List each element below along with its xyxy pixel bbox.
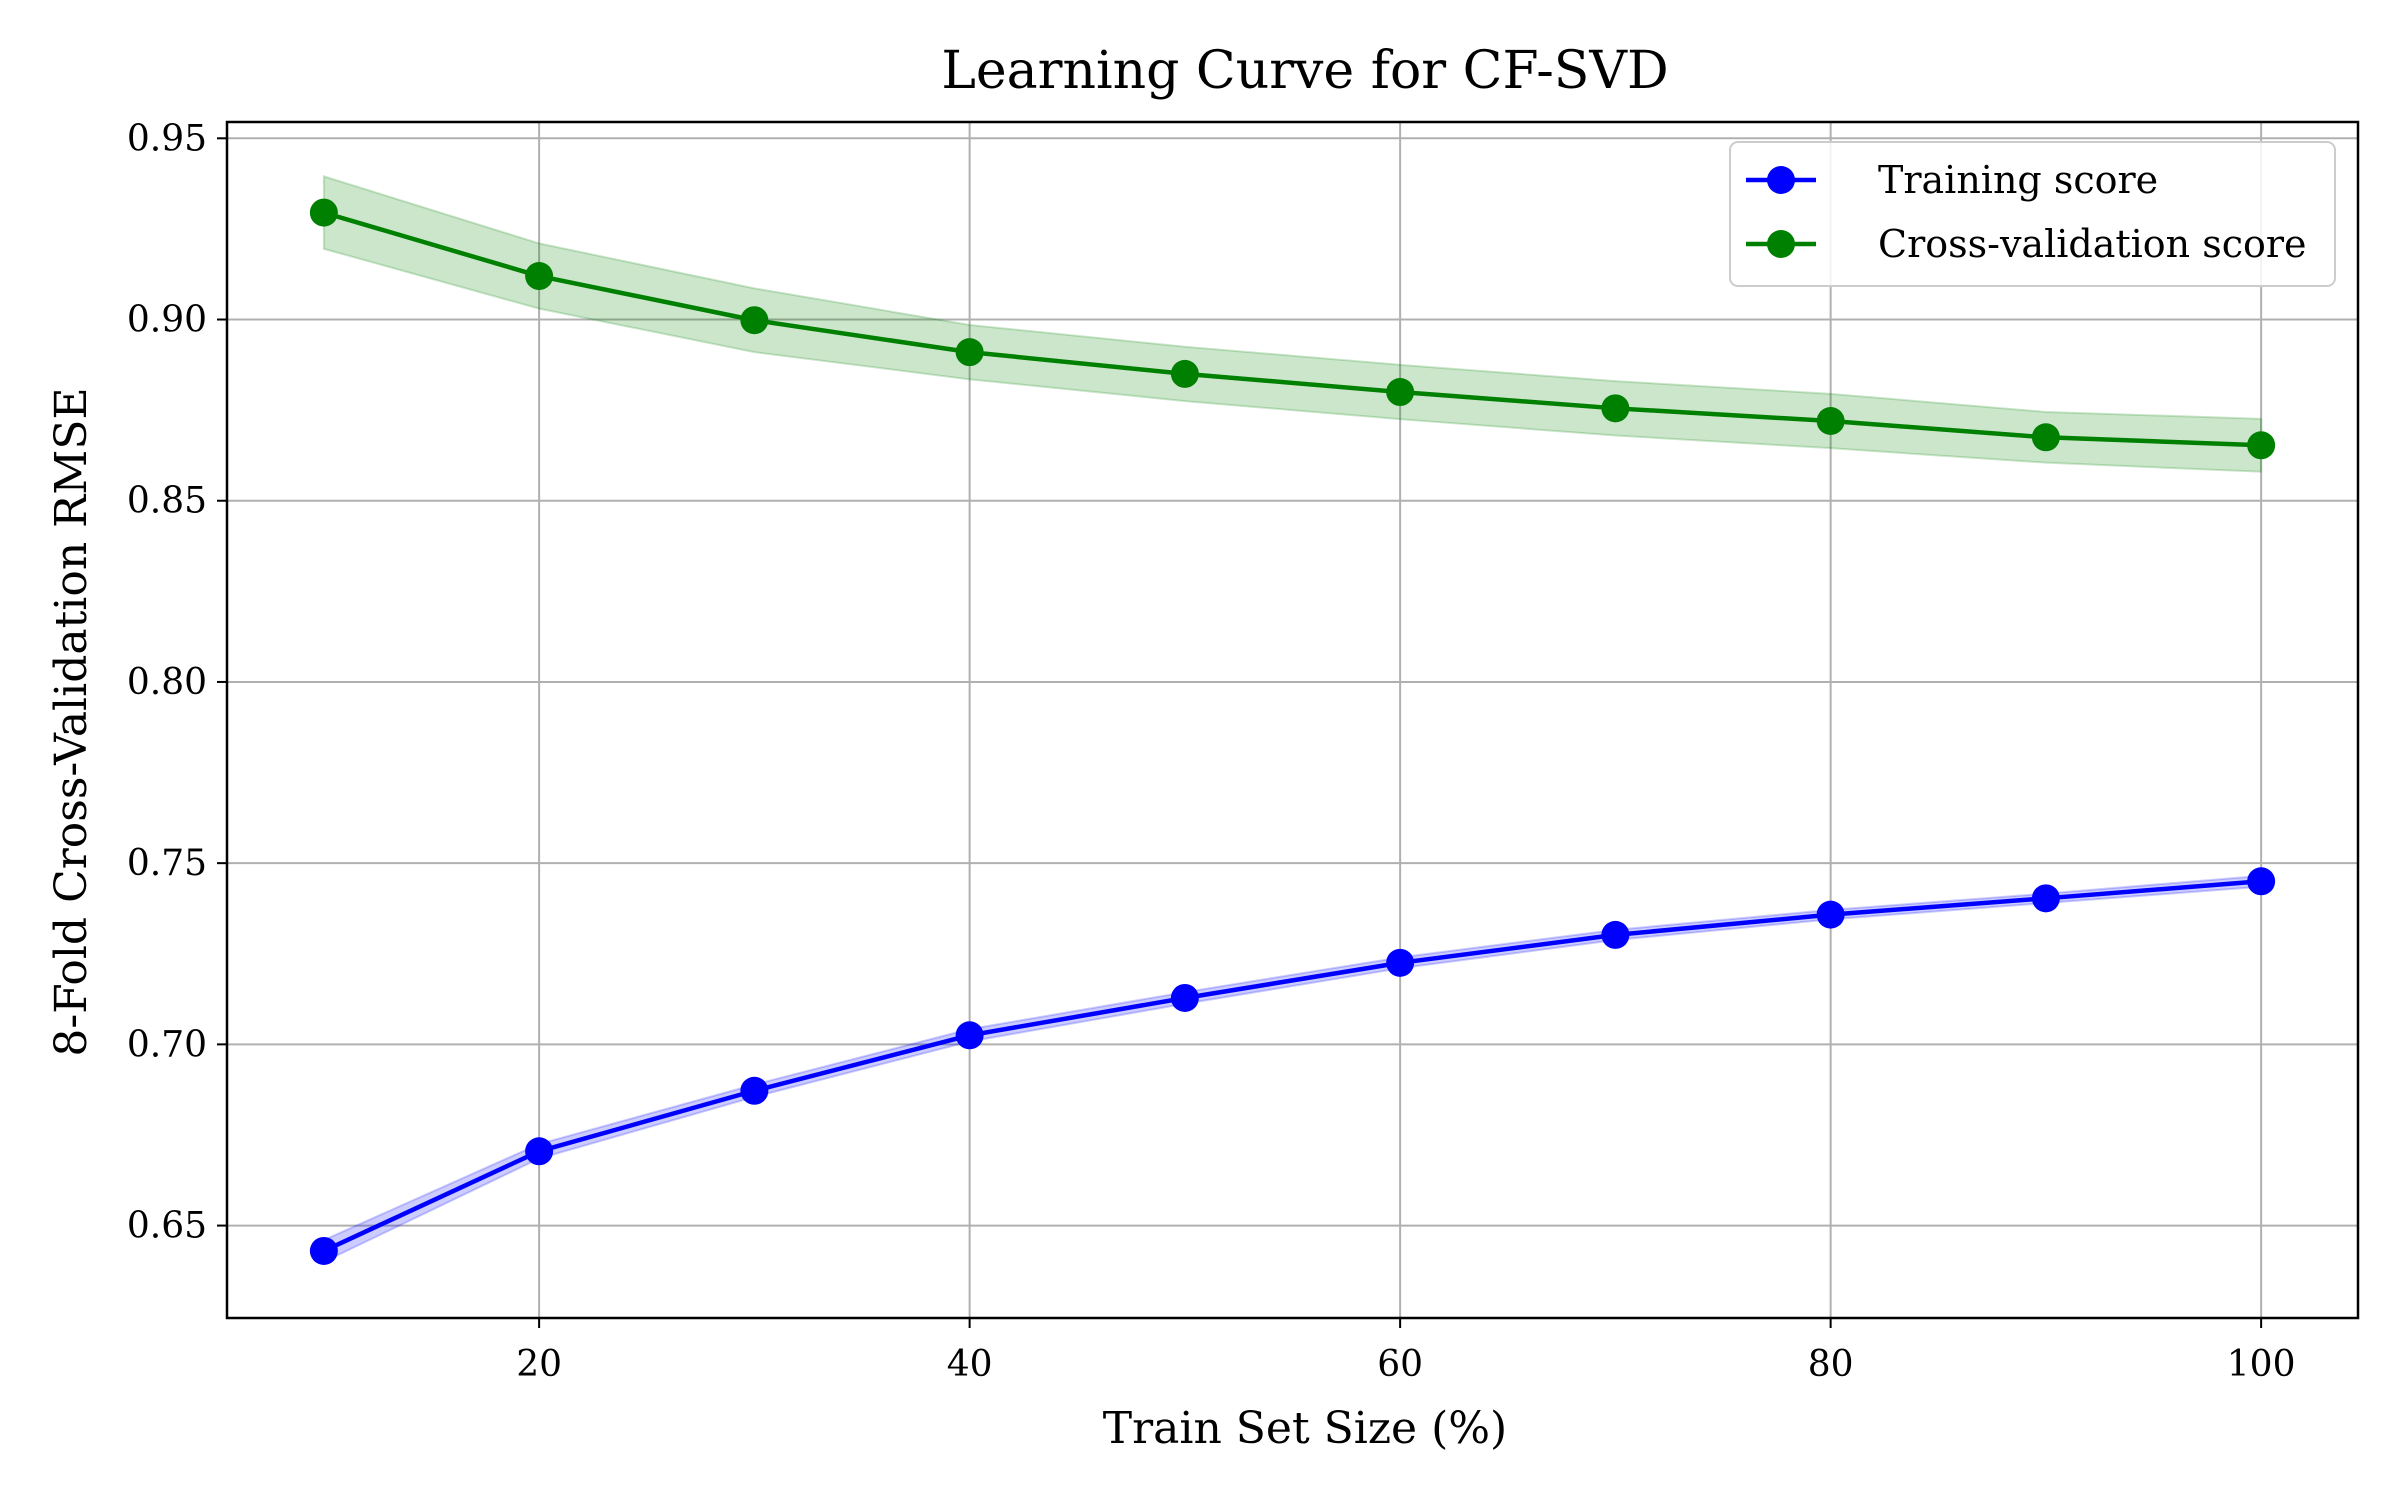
cross-validation-score-band <box>322 175 2263 473</box>
x-tick-label: 100 <box>2227 1344 2296 1385</box>
plot-area-frame <box>225 120 2360 1320</box>
cross-validation-score-point <box>1170 359 1199 388</box>
legend-training-label: Training score <box>1878 158 2158 202</box>
y-tick-label: 0.90 <box>127 300 207 341</box>
cross-validation-score-point <box>740 306 769 335</box>
y-tick-label: 0.75 <box>127 843 207 884</box>
x-tick-label: 60 <box>1377 1344 1423 1385</box>
training-score-point <box>1170 983 1199 1012</box>
x-tick-label: 40 <box>947 1344 993 1385</box>
chart-title: Learning Curve for CF-SVD <box>941 41 1668 101</box>
legend-training-marker <box>1767 166 1795 194</box>
y-axis-ticks: 0.65 0.70 0.75 0.80 0.85 0.90 0.95 <box>127 118 227 1247</box>
training-score-point <box>2247 867 2276 896</box>
legend: Training score Cross-validation score <box>1729 141 2336 287</box>
y-tick-label: 0.65 <box>127 1206 207 1247</box>
cross-validation-score-point <box>2247 431 2276 460</box>
cross-validation-score-line <box>323 210 2262 448</box>
cross-validation-score-point <box>1601 394 1630 423</box>
training-score-point <box>740 1076 769 1105</box>
x-tick-label: 20 <box>516 1344 562 1385</box>
y-tick-label: 0.85 <box>127 481 207 522</box>
series-lines <box>322 210 2262 1253</box>
cross-validation-score-point <box>1386 378 1415 407</box>
training-score-point <box>1601 920 1630 949</box>
training-score-point <box>2031 884 2060 913</box>
training-score-point <box>525 1137 554 1166</box>
legend-box <box>1729 141 2336 287</box>
training-score-point <box>955 1021 984 1050</box>
legend-cross-validation-marker <box>1767 230 1795 258</box>
x-axis-ticks: 20 40 60 80 100 <box>516 1318 2295 1385</box>
training-score-point <box>309 1236 338 1265</box>
grid-lines <box>227 122 2358 1318</box>
y-tick-label: 0.80 <box>127 662 207 703</box>
cross-validation-score-point <box>955 338 984 367</box>
x-tick-label: 80 <box>1808 1344 1854 1385</box>
training-score-line <box>322 879 2262 1253</box>
legend-cross-validation-label: Cross-validation score <box>1878 222 2307 266</box>
cross-validation-score-point <box>2031 423 2060 452</box>
y-tick-label: 0.95 <box>127 118 207 159</box>
cross-validation-score-point <box>1816 407 1845 435</box>
y-axis-label: 8-Fold Cross-Validation RMSE <box>46 387 97 1056</box>
cross-validation-score-point <box>525 262 554 291</box>
cross-validation-score-point <box>309 198 338 227</box>
training-score-point <box>1386 948 1415 977</box>
series-markers <box>309 198 2276 1265</box>
x-axis-label: Train Set Size (%) <box>1103 1403 1507 1454</box>
y-tick-label: 0.70 <box>127 1024 207 1065</box>
training-score-point <box>1816 900 1845 929</box>
